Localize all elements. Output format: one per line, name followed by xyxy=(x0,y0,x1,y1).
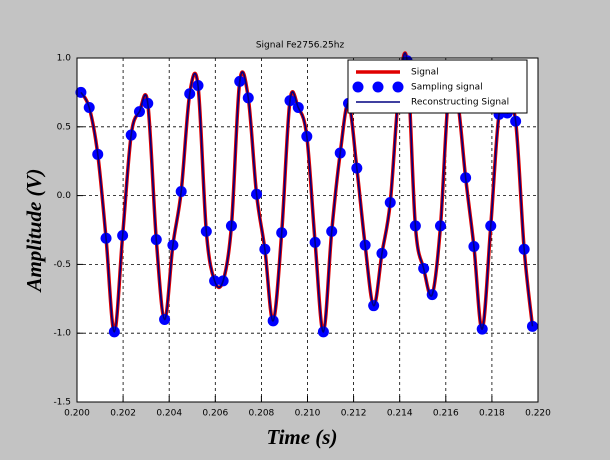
x-axis-label: Time (s) xyxy=(267,425,338,449)
y-tick-label: -1.0 xyxy=(53,329,71,339)
legend-label: Signal xyxy=(411,68,439,78)
x-tick-label: 0.202 xyxy=(110,409,136,419)
y-tick-label: -1.5 xyxy=(53,398,71,408)
legend-label: Sampling signal xyxy=(411,83,483,93)
x-tick-label: 0.208 xyxy=(249,409,275,419)
legend-marker xyxy=(352,81,364,93)
plot-frame xyxy=(76,57,539,403)
legend-label: Reconstructing Signal xyxy=(411,98,509,108)
x-tick-label: 0.210 xyxy=(295,409,321,419)
x-tick-label: 0.216 xyxy=(433,409,459,419)
chart-title: Signal Fe2756.25hz xyxy=(256,41,345,51)
x-tick-label: 0.214 xyxy=(387,409,413,419)
y-tick-label: 0.0 xyxy=(57,191,72,201)
x-tick-label: 0.200 xyxy=(64,409,90,419)
x-tick-label: 0.218 xyxy=(479,409,505,419)
y-tick-label: 1.0 xyxy=(57,54,72,64)
x-tick-label: 0.206 xyxy=(202,409,228,419)
y-tick-label: -0.5 xyxy=(53,260,71,270)
legend-marker xyxy=(392,81,404,93)
x-tick-label: 0.204 xyxy=(156,409,182,419)
legend-marker xyxy=(372,81,384,93)
x-tick-label: 0.212 xyxy=(341,409,367,419)
y-axis-label: Amplitude (V) xyxy=(22,168,46,293)
y-tick-label: 0.5 xyxy=(57,122,71,132)
x-tick-label: 0.220 xyxy=(525,409,551,419)
